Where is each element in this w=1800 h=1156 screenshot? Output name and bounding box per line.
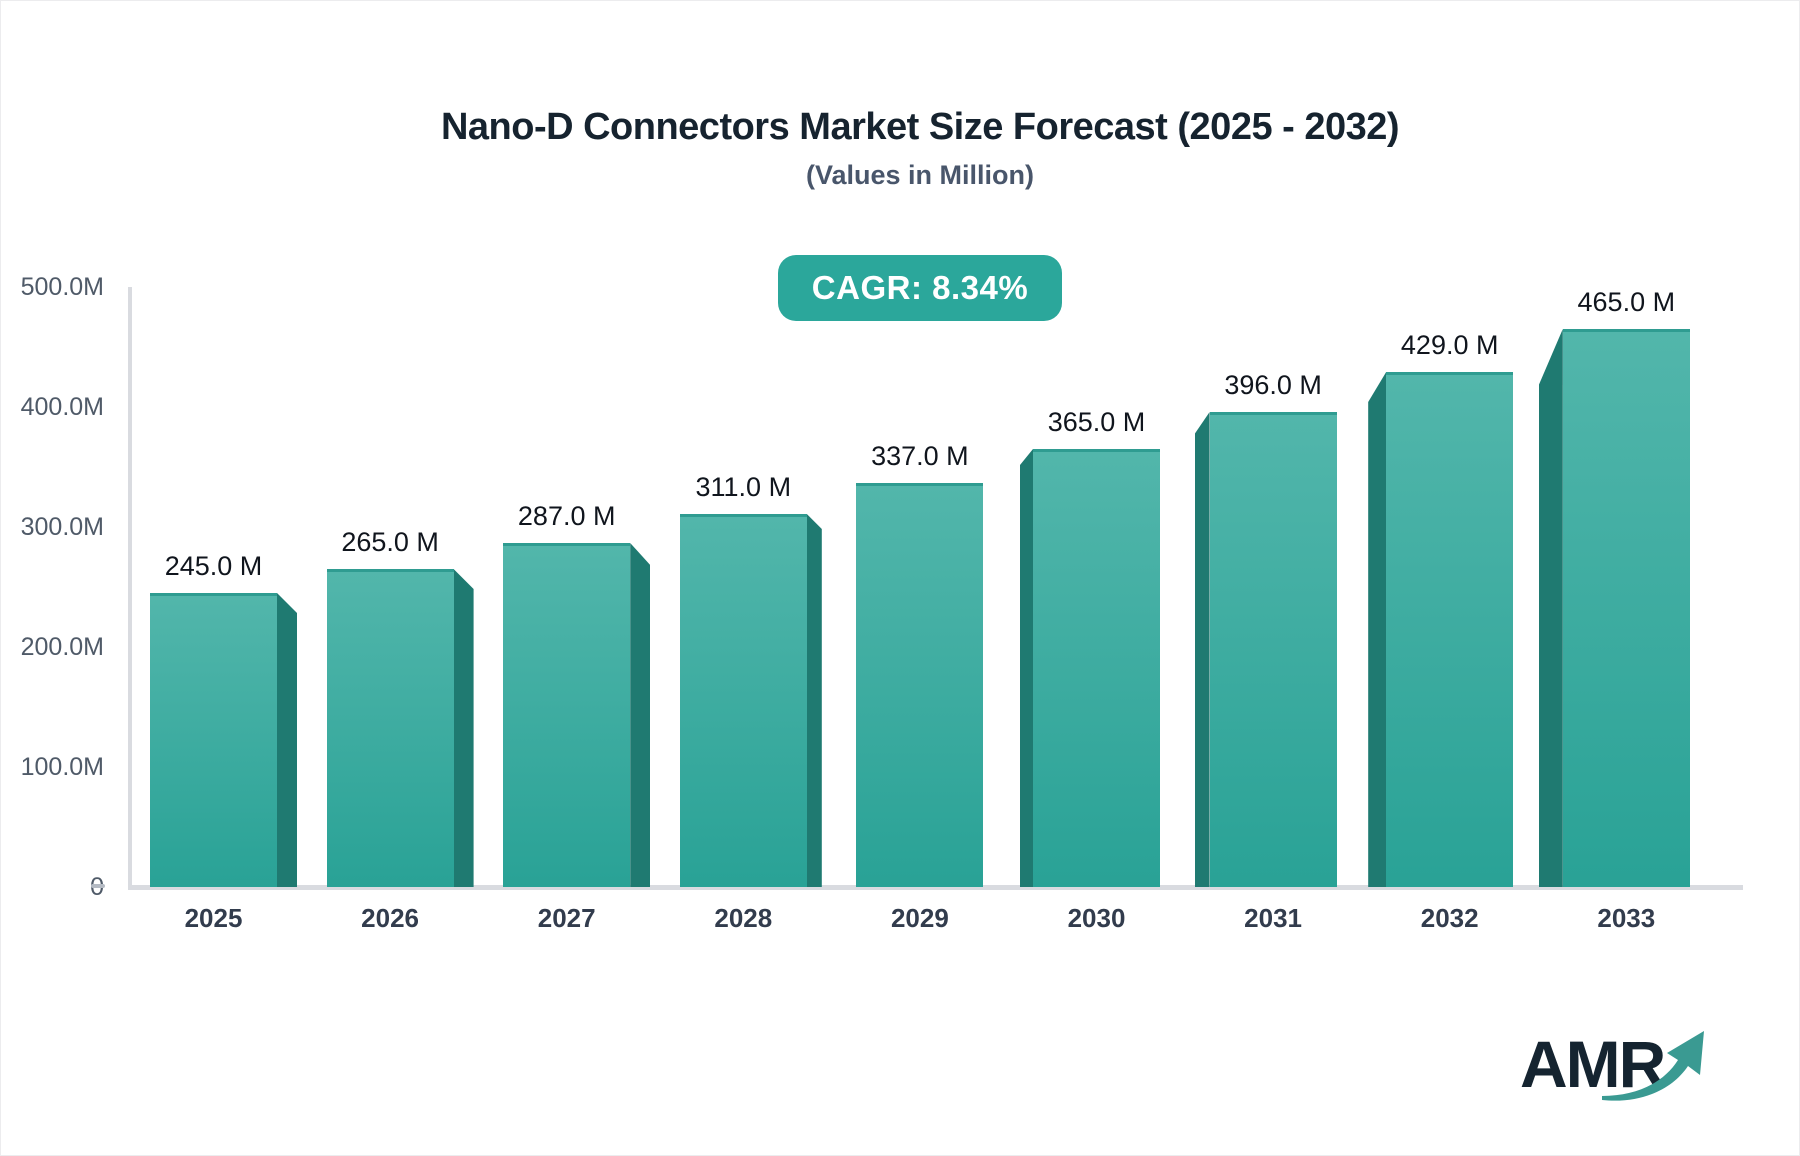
bar[interactable] — [326, 569, 454, 887]
y-axis-tick-label: 500.0M — [20, 273, 104, 301]
bar[interactable] — [1386, 372, 1514, 887]
cagr-badge-row: CAGR: 8.34% — [40, 255, 1800, 321]
bar-side-face — [1194, 412, 1210, 887]
bar[interactable] — [856, 483, 984, 887]
y-axis-tick-label: 200.0M — [20, 633, 104, 661]
x-axis-label: 2029 — [890, 903, 949, 933]
bar[interactable] — [150, 593, 277, 887]
bar-value-label: 337.0 M — [871, 441, 969, 471]
x-axis-label: 2030 — [1067, 903, 1126, 933]
amr-logo-text: AMR — [1520, 1027, 1666, 1101]
x-axis-label: 2027 — [537, 903, 596, 933]
amr-logo: AMR — [1520, 1031, 1740, 1126]
y-axis-tick-label: 100.0M — [20, 753, 104, 781]
bar[interactable] — [1562, 329, 1690, 887]
bar-value-label: 465.0 M — [1577, 287, 1676, 317]
bar-value-label: 311.0 M — [695, 472, 792, 502]
y-axis-tick-label: 0 — [0, 871, 104, 903]
bar-side-face — [630, 543, 651, 887]
y-axis-tick-label: 300.0M — [20, 513, 104, 541]
bar[interactable] — [503, 543, 631, 887]
cagr-badge: CAGR: 8.34% — [777, 255, 1063, 321]
growth-arrow-icon — [1602, 1031, 1704, 1101]
bar-value-label: 365.0 M — [1047, 407, 1146, 437]
bar-side-face — [453, 569, 474, 887]
bar[interactable] — [1033, 449, 1160, 887]
bar[interactable] — [1209, 412, 1337, 887]
y-axis-line — [128, 287, 132, 890]
bar-side-face — [1538, 329, 1563, 887]
bar-value-label: 287.0 M — [517, 501, 616, 531]
x-axis-label: 2025 — [184, 903, 243, 933]
x-axis-label: 2028 — [714, 903, 773, 933]
bar-side-face — [277, 593, 297, 887]
x-axis-label: 2032 — [1420, 903, 1479, 933]
bar-side-face — [1020, 449, 1033, 887]
bar[interactable] — [679, 514, 807, 887]
zero-tick-mark — [91, 884, 105, 888]
bar-value-label: 429.0 M — [1400, 330, 1499, 360]
bar-side-face — [806, 514, 822, 887]
bar-value-label: 396.0 M — [1224, 370, 1322, 400]
chart-title: Nano-D Connectors Market Size Forecast (… — [440, 106, 1400, 148]
y-axis-tick-label: 400.0M — [20, 393, 104, 421]
x-axis-line — [130, 885, 1743, 890]
x-axis-label: 2031 — [1244, 903, 1303, 933]
bar-side-face — [1368, 372, 1387, 887]
x-axis-label: 2033 — [1597, 903, 1656, 933]
chart-subtitle: (Values in Million) — [805, 160, 1035, 190]
bar-value-label: 265.0 M — [341, 527, 439, 557]
bar-value-label: 245.0 M — [164, 551, 263, 581]
x-axis-label: 2026 — [361, 903, 420, 933]
